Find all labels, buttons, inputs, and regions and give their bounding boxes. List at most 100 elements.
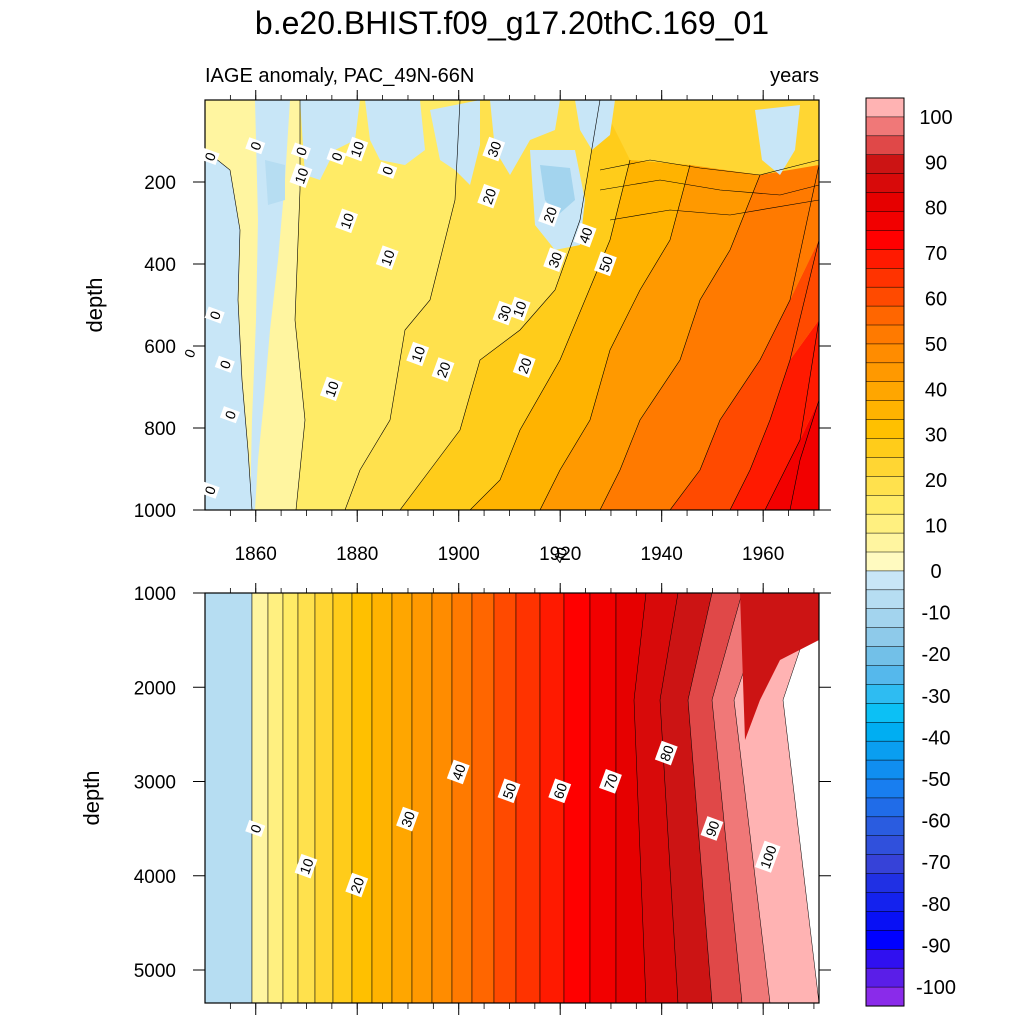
lower-band xyxy=(411,593,433,1003)
contour-label-bg xyxy=(219,406,240,424)
colorbar-swatch xyxy=(865,438,905,458)
contour-label: 20 xyxy=(538,202,561,227)
colorbar-label: -70 xyxy=(922,852,951,874)
lower-ticks xyxy=(193,583,831,1015)
colorbar-label: 50 xyxy=(925,334,947,356)
colorbar-swatch xyxy=(865,513,905,534)
contour-label: 30 xyxy=(492,300,516,326)
colorbar-swatch xyxy=(865,854,905,875)
colorbar-label: -30 xyxy=(922,686,951,708)
colorbar-swatch xyxy=(865,740,905,761)
contour-label-bg xyxy=(179,344,200,362)
x-tick-label: 1900 xyxy=(438,544,480,565)
contour-label-text: 30 xyxy=(484,139,504,159)
contour-label-text: 30 xyxy=(398,809,418,829)
contour-label-text: 20 xyxy=(433,360,453,380)
band-fill-25 xyxy=(400,100,630,510)
contour-label-bg xyxy=(345,136,369,162)
band-fill-56 xyxy=(670,240,819,510)
contour-label-bg xyxy=(548,778,572,804)
colorbar-label: 20 xyxy=(925,470,947,492)
band-fill-32 xyxy=(470,160,690,510)
variable-label: IAGE anomaly, PAC_49N-66N xyxy=(205,65,474,87)
lower-y-tick-labels: 1000 2000 3000 4000 5000 xyxy=(134,584,176,982)
colorbar-swatch xyxy=(865,892,905,912)
contour-label: 0 xyxy=(245,137,266,155)
lower-band xyxy=(371,593,393,1003)
lower-band xyxy=(451,593,473,1003)
band-fill-72 xyxy=(765,400,819,510)
contour-label-text: 60 xyxy=(550,781,570,801)
contour-label-text: 20 xyxy=(347,875,367,895)
y-tick-label: 1000 xyxy=(134,584,176,605)
contour-label-bg xyxy=(199,147,220,165)
colorbar-swatch xyxy=(865,627,905,648)
lower-band xyxy=(351,593,373,1003)
contour-label: 10 xyxy=(319,376,343,402)
contour-label-bg xyxy=(573,222,597,248)
contour-label-text: 10 xyxy=(291,166,311,186)
colorbar-swatch xyxy=(865,532,905,553)
lower-band xyxy=(282,593,299,1003)
colorbar-swatch xyxy=(865,570,905,591)
lower-band xyxy=(471,593,495,1003)
colorbar-swatch xyxy=(865,230,905,250)
colorbar-swatch xyxy=(865,457,905,477)
contour-label-bg xyxy=(289,163,313,188)
contour-label-bg xyxy=(326,147,347,165)
x-tick-label: 1860 xyxy=(235,544,277,565)
colorbar-swatch xyxy=(865,286,905,307)
band-fill-48 xyxy=(600,165,819,510)
contour-label-bg xyxy=(245,819,266,838)
contour-label-text: 100 xyxy=(757,843,780,871)
colorbar-swatch xyxy=(865,722,905,742)
colorbar-label: -60 xyxy=(922,811,951,833)
y-tick-label: 3000 xyxy=(134,773,176,794)
colorbar-swatch xyxy=(865,192,905,213)
contour-label: 40 xyxy=(548,542,572,568)
neg-region-top-1 xyxy=(300,100,360,180)
contour-label-bg xyxy=(204,306,225,324)
colorbar-swatch xyxy=(865,816,905,837)
y-axis-label-lower: depth xyxy=(79,770,104,825)
colorbar-swatch xyxy=(865,97,905,118)
contour-label-bg xyxy=(492,300,516,326)
colorbar-label: -90 xyxy=(922,935,951,957)
colorbar-swatch xyxy=(865,797,905,818)
contour-label-bg xyxy=(654,740,678,766)
contour-label-bg xyxy=(245,137,266,155)
contour-label-text: 40 xyxy=(575,225,595,245)
contour-label: 30 xyxy=(543,247,567,273)
colorbar-label: -20 xyxy=(922,644,951,666)
lower-band xyxy=(251,593,269,1003)
colorbar-swatch xyxy=(865,684,905,704)
colorbar-swatch xyxy=(865,116,905,137)
contour-label-bg xyxy=(345,872,369,898)
lower-band xyxy=(205,593,253,1003)
contour-label-text: 70 xyxy=(601,771,621,791)
colorbar-swatch xyxy=(865,759,905,780)
contour-label-bg xyxy=(482,136,506,162)
lower-band xyxy=(332,593,353,1003)
contour-label: 30 xyxy=(396,806,419,832)
contour-label-bg xyxy=(512,353,536,378)
contour-label-text: 10 xyxy=(509,299,529,319)
colorbar-label: 0 xyxy=(930,561,941,583)
contour-label: 20 xyxy=(477,183,501,209)
contour-label-text: 20 xyxy=(479,186,499,206)
colorbar-swatch xyxy=(865,476,905,496)
lower-band xyxy=(659,593,713,1003)
x-axis-labels: 1860 1880 1900 1920 1940 1960 xyxy=(235,544,785,565)
lower-band xyxy=(589,593,617,1003)
contour-label: 20 xyxy=(512,353,536,378)
contour-label-text: 30 xyxy=(494,303,514,323)
colorbar-label: 60 xyxy=(925,289,947,311)
upper-plot-frame xyxy=(204,99,820,511)
neg-region-top-5 xyxy=(575,100,615,150)
contour-label-text: 40 xyxy=(550,545,570,565)
y-tick-label: 4000 xyxy=(134,867,176,888)
contour-label-bg xyxy=(593,251,617,277)
lower-band xyxy=(633,593,679,1003)
contour-label-text: 20 xyxy=(540,205,560,225)
